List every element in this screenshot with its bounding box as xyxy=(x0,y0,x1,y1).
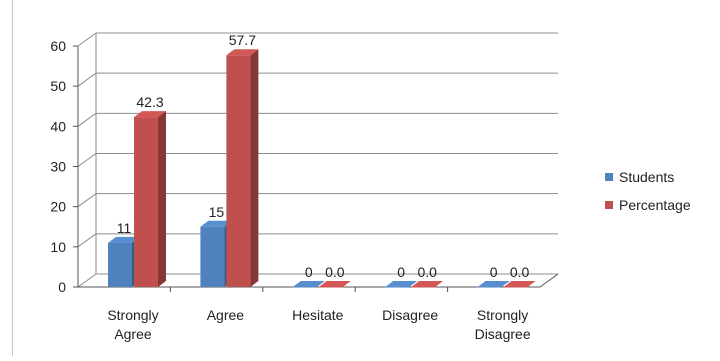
bar-top-percentage-2 xyxy=(318,281,351,287)
x-tick-label-0-1: Agree xyxy=(114,326,152,342)
bar-students-0 xyxy=(108,242,132,287)
bar-top-percentage-3 xyxy=(411,281,444,287)
bar-top-students-4 xyxy=(477,281,510,287)
y-tick-label-5: 50 xyxy=(50,78,66,94)
bar-top-students-1 xyxy=(200,220,233,227)
data-label-percentage-4: 0.0 xyxy=(510,264,530,280)
bar-percentage-3 xyxy=(411,287,436,288)
y-tick-label-1: 10 xyxy=(50,239,66,255)
bar-percentage-4 xyxy=(503,287,528,288)
data-label-students-1: 15 xyxy=(209,204,225,220)
x-tick-label-4-0: Strongly xyxy=(477,307,528,323)
data-label-percentage-0: 42.3 xyxy=(136,94,163,110)
data-label-students-2: 0 xyxy=(305,264,313,280)
data-label-students-4: 0 xyxy=(490,264,498,280)
bar-top-percentage-0 xyxy=(134,111,166,118)
y-tick-label-6: 60 xyxy=(50,38,66,54)
bar-top-students-3 xyxy=(385,281,418,287)
legend-item-students: Students xyxy=(605,163,691,191)
legend-label-percentage: Percentage xyxy=(619,197,691,213)
bar-top-percentage-4 xyxy=(503,281,536,287)
data-label-students-0: 11 xyxy=(117,220,132,236)
wall-gridline-2 xyxy=(77,193,97,208)
bar-students-2 xyxy=(292,287,317,288)
x-tick-label-0-0: Strongly xyxy=(107,307,158,323)
x-tick-label-2-0: Hesitate xyxy=(292,307,344,323)
x-tick-label-3-0: Disagree xyxy=(382,307,438,323)
wall-gridline-0 xyxy=(77,273,97,288)
x-tick-label-1-0: Agree xyxy=(207,307,245,323)
wall-gridline-3 xyxy=(77,153,97,167)
data-label-percentage-2: 0.0 xyxy=(325,264,345,280)
bar-percentage-1 xyxy=(226,55,251,287)
bar-side-percentage-0 xyxy=(158,111,166,287)
data-label-students-3: 0 xyxy=(397,264,405,280)
bar-percentage-2 xyxy=(318,287,343,288)
bar-percentage-0 xyxy=(134,117,158,287)
y-tick-label-3: 30 xyxy=(50,159,66,175)
bar-students-4 xyxy=(477,287,502,288)
legend-item-percentage: Percentage xyxy=(605,191,691,219)
data-label-percentage-1: 57.7 xyxy=(229,32,256,48)
legend-swatch-students xyxy=(605,173,613,181)
wall-gridline-6 xyxy=(77,32,97,47)
y-tick-label-4: 40 xyxy=(50,118,66,134)
data-label-percentage-3: 0.0 xyxy=(417,264,437,280)
wall-gridline-5 xyxy=(77,72,97,87)
wall-gridline-4 xyxy=(77,112,97,127)
legend: Students Percentage xyxy=(605,163,691,219)
x-tick-label-4-1: Disagree xyxy=(475,326,531,342)
bar-students-1 xyxy=(200,226,225,287)
y-tick-label-2: 20 xyxy=(50,199,66,215)
floor-right-edge xyxy=(539,273,559,288)
y-tick-label-0: 0 xyxy=(58,279,66,295)
bar-top-students-0 xyxy=(108,236,140,243)
legend-label-students: Students xyxy=(619,169,675,185)
bar-students-3 xyxy=(385,287,410,288)
bar-top-students-2 xyxy=(292,281,325,287)
wall-gridline-1 xyxy=(77,233,97,248)
bar-side-percentage-1 xyxy=(250,49,259,287)
legend-swatch-percentage xyxy=(605,201,613,209)
bar-top-percentage-1 xyxy=(226,49,259,56)
frame-border xyxy=(12,0,13,356)
